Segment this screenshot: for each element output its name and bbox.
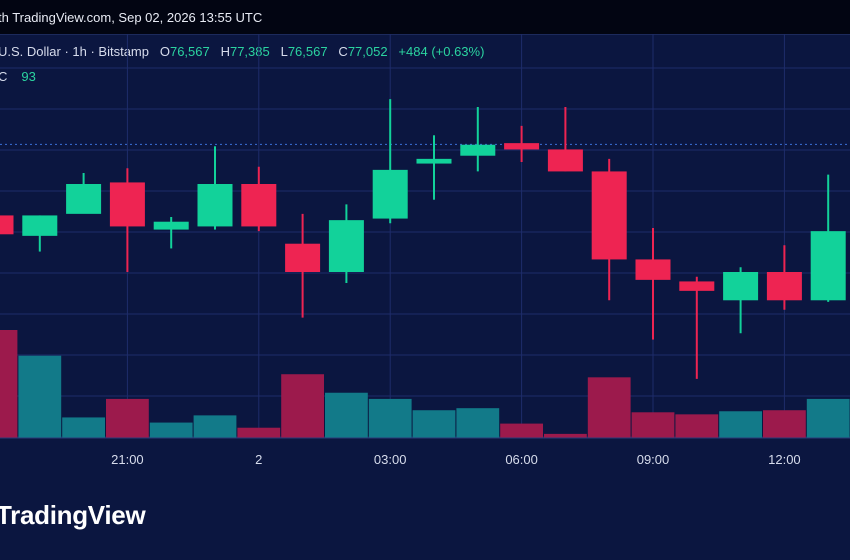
close-key: C — [338, 44, 348, 59]
volume-bar — [500, 423, 543, 438]
candle-body — [22, 215, 58, 236]
x-tick-label: 06:00 — [505, 452, 538, 467]
volume-bar — [675, 414, 719, 438]
chart-header-title: th TradingView.com, Sep 02, 2026 13:55 U… — [0, 10, 263, 25]
volume-bar — [763, 410, 806, 438]
candle — [591, 158, 627, 301]
volume-bar — [631, 412, 675, 438]
top-bar: th TradingView.com, Sep 02, 2026 13:55 U… — [0, 0, 850, 35]
candle — [241, 166, 277, 232]
candle-body — [635, 259, 671, 280]
x-tick-label: 03:00 — [374, 452, 407, 467]
candle — [635, 228, 671, 340]
x-tick-label: 21:00 — [111, 452, 144, 467]
candle-body — [810, 231, 846, 301]
candle — [723, 267, 759, 334]
candle-body — [723, 272, 759, 301]
candle-body — [285, 243, 321, 272]
volume-bar — [0, 330, 18, 438]
logo-text: TradingView — [0, 500, 146, 530]
candle — [0, 215, 14, 235]
candle — [460, 107, 496, 172]
candle — [66, 173, 102, 214]
volume-bars — [0, 330, 850, 438]
x-tick-label: 12:00 — [768, 452, 801, 467]
low-key: L — [280, 44, 288, 59]
change-value: +484 (+0.63%) — [398, 44, 485, 59]
candle — [109, 168, 145, 272]
open-key: O — [159, 44, 170, 59]
low-value: 76,567 — [287, 44, 328, 59]
candle-body — [460, 144, 496, 156]
volume-bar — [237, 427, 281, 438]
volume-bar — [412, 410, 456, 438]
candle-body — [679, 281, 715, 291]
candle — [679, 276, 715, 379]
volume-bar — [325, 392, 368, 438]
candle-body — [372, 169, 408, 219]
candle — [547, 107, 583, 172]
tradingview-logo[interactable]: TradingView — [0, 500, 146, 531]
indicator-value: 93 — [21, 69, 36, 84]
candle — [416, 135, 452, 200]
candle-body — [197, 184, 233, 227]
candle — [810, 174, 846, 302]
high-key: H — [220, 44, 230, 59]
candle-body — [241, 184, 277, 227]
indicator-legend[interactable]: C 93 — [0, 69, 36, 84]
volume-bar — [62, 417, 105, 438]
candle — [372, 99, 408, 224]
x-tick-label: 09:00 — [637, 452, 670, 467]
candle-body — [109, 182, 145, 227]
candle — [153, 217, 189, 249]
candle-body — [153, 221, 189, 230]
candle-body — [0, 215, 14, 235]
candle-body — [547, 149, 583, 172]
x-tick-label: 2 — [255, 452, 262, 467]
volume-bar — [106, 398, 149, 438]
volume-bar — [719, 411, 762, 438]
volume-bar — [193, 415, 237, 438]
close-value: 77,052 — [347, 44, 388, 59]
volume-bar — [544, 433, 587, 438]
volume-bar — [587, 377, 631, 438]
volume-bar — [149, 422, 193, 438]
candle — [504, 125, 540, 162]
candle — [285, 213, 321, 318]
open-value: 76,567 — [169, 44, 210, 59]
volume-bar — [456, 408, 500, 438]
volume-bar — [806, 398, 850, 438]
indicator-key: C — [0, 69, 8, 84]
candlesticks — [0, 99, 846, 379]
candle — [328, 204, 364, 283]
candle-body — [766, 272, 802, 301]
symbol-label[interactable]: U.S. Dollar · 1h · Bitstamp — [0, 44, 149, 59]
candle-body — [66, 184, 102, 214]
volume-bar — [368, 398, 412, 438]
candle-body — [504, 143, 540, 150]
candle-body — [416, 158, 452, 164]
volume-bar — [281, 374, 324, 438]
candle — [766, 245, 802, 310]
ohlc-legend: U.S. Dollar · 1h · Bitstamp O76,567 H77,… — [0, 44, 484, 59]
volume-bar — [18, 355, 62, 438]
candle-body — [328, 220, 364, 272]
high-value: 77,385 — [229, 44, 270, 59]
candle — [197, 146, 233, 230]
candle-body — [591, 171, 627, 260]
candle — [22, 215, 58, 252]
